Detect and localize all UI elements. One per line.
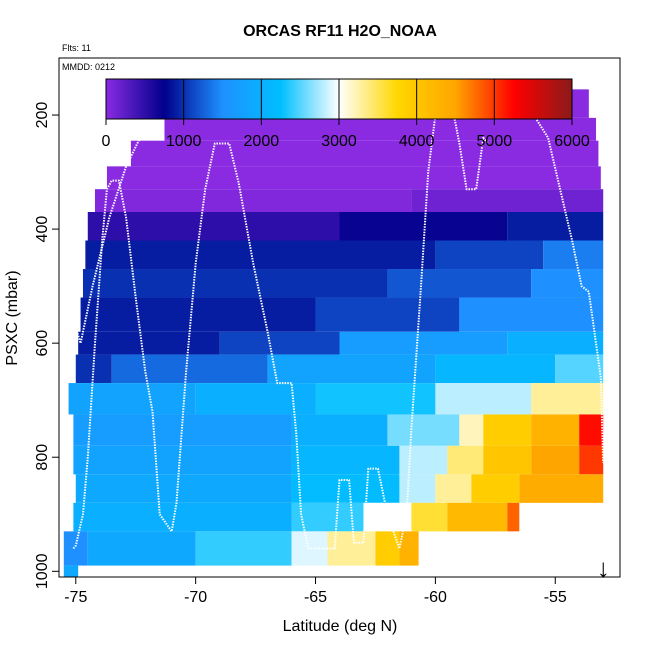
- heatmap-cell: [164, 117, 597, 141]
- colorbar-ticks: 0 1000 2000 3000 4000 5000 6000: [102, 79, 590, 150]
- heatmap-cell: [459, 414, 484, 446]
- heatmap-cell: [267, 354, 436, 384]
- heatmap-cell: [315, 297, 460, 332]
- heatmap-cell: [130, 140, 599, 167]
- heatmap-cell: [579, 414, 604, 446]
- heatmap-cell: [399, 445, 448, 475]
- heatmap-cell: [507, 502, 520, 532]
- flight-track-line-upper: [72, 102, 605, 463]
- heatmap-cell: [87, 531, 196, 566]
- x-tick-label: -65: [304, 589, 327, 606]
- heatmap-cell: [447, 502, 508, 532]
- heatmap-cell: [435, 240, 544, 270]
- y-tick-label: 800: [34, 444, 51, 471]
- heatmap-cell: [339, 211, 508, 241]
- colorbar-tick-label: 5000: [477, 133, 513, 150]
- flights-note: Flts: 11: [62, 43, 91, 53]
- heatmap-cell: [68, 383, 196, 415]
- heatmap-cell: [219, 331, 340, 355]
- x-tick-label: -55: [544, 589, 567, 606]
- heatmap-cell: [579, 445, 604, 475]
- y-tick-label: 1000: [34, 553, 51, 589]
- x-tick-label: -75: [64, 589, 87, 606]
- x-tick-label: -60: [424, 589, 447, 606]
- heatmap-cell: [531, 383, 604, 415]
- heatmap-cell: [387, 414, 460, 446]
- heatmap-cell: [459, 297, 604, 332]
- heatmap-cell: [435, 383, 532, 415]
- y-axis-label: PSXC (mbar): [4, 270, 21, 365]
- flight-track-line: [72, 105, 489, 550]
- y-tick-label: 400: [34, 216, 51, 243]
- heatmap-cell: [195, 383, 316, 415]
- heatmap-cell: [531, 445, 580, 475]
- heatmap-cell: [543, 240, 604, 270]
- heatmap-cell: [80, 297, 316, 332]
- heatmap-cell: [291, 414, 388, 446]
- heatmap-cell: [63, 565, 79, 577]
- y-tick-label: 600: [34, 330, 51, 357]
- heatmap-cell: [435, 354, 556, 384]
- heatmap-cell: [507, 331, 604, 355]
- heatmap-cell: [82, 269, 388, 298]
- heatmap-cell: [73, 502, 292, 532]
- heatmap-cell: [411, 502, 448, 532]
- heatmap-cell: [531, 269, 604, 298]
- colorbar-tick-label: 3000: [321, 133, 357, 150]
- heatmap-cell: [483, 414, 532, 446]
- x-axis-label: Latitude (deg N): [283, 618, 398, 635]
- colorbar: 0 1000 2000 3000 4000 5000 6000: [102, 78, 590, 150]
- heatmap-cell: [447, 445, 484, 475]
- colorbar-tick-label: 0: [102, 133, 111, 150]
- y-axis: 200 400 600 800 1000: [34, 102, 60, 589]
- heatmap-cell: [339, 331, 508, 355]
- heatmap-cell: [555, 354, 604, 384]
- heatmap-cell: [399, 531, 419, 566]
- x-axis: -75 -70 -65 -60 -55: [64, 576, 567, 606]
- colorbar-tick-label: 6000: [554, 133, 590, 150]
- heatmap-cell: [111, 354, 268, 384]
- heatmap-cell: [315, 383, 436, 415]
- heatmap-cell: [87, 211, 340, 241]
- heatmap-cell: [106, 166, 601, 190]
- heatmap-cell: [78, 331, 220, 355]
- heatmap-cell: [435, 474, 472, 503]
- flight-tracks: [72, 102, 605, 550]
- heatmap-cell: [387, 269, 532, 298]
- colorbar-tick-label: 4000: [399, 133, 435, 150]
- heatmap-cell: [531, 414, 580, 446]
- colorbar-tick-label: 1000: [166, 133, 202, 150]
- heatmap-cell: [75, 474, 292, 503]
- heatmap-cell: [507, 211, 604, 241]
- heatmap-cell: [471, 474, 520, 503]
- heatmap-cell: [94, 189, 412, 212]
- heatmap-cell: [63, 531, 88, 566]
- x-tick-label: -70: [184, 589, 207, 606]
- chart-title: ORCAS RF11 H2O_NOAA: [243, 23, 437, 40]
- colorbar-tick-label: 2000: [244, 133, 280, 150]
- heatmap-cell: [195, 531, 292, 566]
- heatmap-cell: [483, 445, 532, 475]
- heatmap-cell: [375, 531, 400, 566]
- y-tick-label: 200: [34, 102, 51, 129]
- heatmap-cell: [399, 474, 436, 503]
- heatmap-cell: [411, 189, 604, 212]
- heatmap-cell: [85, 240, 436, 270]
- end-marker-arrow: ↓: [597, 553, 610, 583]
- heatmap-cell: [73, 445, 292, 475]
- heatmap-cell: [291, 445, 400, 475]
- mmdd-note: MMDD: 0212: [62, 62, 115, 72]
- heatmap-cell: [519, 474, 604, 503]
